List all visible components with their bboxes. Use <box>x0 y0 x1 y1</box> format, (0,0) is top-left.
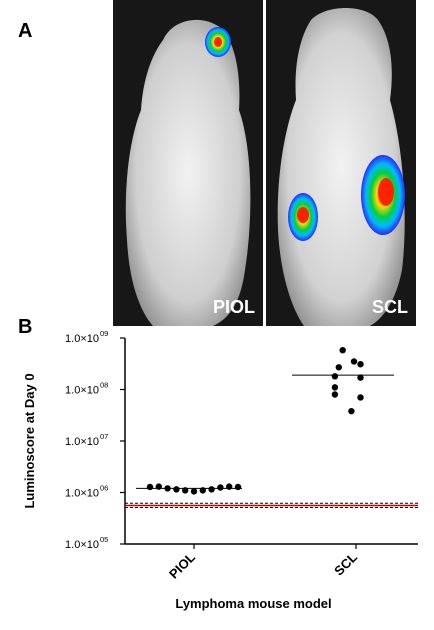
data-point <box>217 484 224 491</box>
data-point <box>190 488 198 495</box>
y-tick-exponent: 06 <box>100 484 108 493</box>
piol-label: PIOL <box>212 297 255 317</box>
data-point <box>173 486 180 493</box>
data-point <box>331 384 339 391</box>
data-point <box>357 374 364 381</box>
y-tick-label: 1.0×10 <box>65 333 99 345</box>
mouse-bioluminescence-flank-icon <box>277 8 405 326</box>
y-tick-exponent: 09 <box>100 329 108 338</box>
y-tick-label: 1.0×10 <box>65 488 99 500</box>
data-point <box>234 483 242 491</box>
y-tick-exponent: 07 <box>100 432 108 441</box>
data-point <box>350 358 358 365</box>
mouse-bioluminescence-eye-icon <box>125 19 251 326</box>
piol-mouse-image: PIOL <box>113 0 263 326</box>
data-point <box>357 394 364 401</box>
x-tick-label: SCL <box>331 549 360 578</box>
chart-plot-area: 1.0×10 051.0×10 061.0×10 071.0×10 081.0×10 09… <box>22 329 418 611</box>
data-point <box>331 391 339 398</box>
data-point <box>331 373 339 380</box>
panel-letter-a: A <box>18 20 33 42</box>
y-tick-exponent: 08 <box>100 381 108 390</box>
x-tick-label: PIOL <box>166 549 198 581</box>
scl-label: SCL <box>372 297 408 317</box>
y-tick-label: 1.0×10 <box>65 385 99 397</box>
x-axis-label: Lymphoma mouse model <box>175 596 331 611</box>
data-point <box>357 360 364 368</box>
y-tick-exponent: 05 <box>100 535 108 544</box>
y-axis-label: Luminoscore at Day 0 <box>22 373 37 508</box>
y-tick-label: 1.0×10 <box>65 539 99 551</box>
data-point <box>208 486 215 493</box>
data-point <box>339 346 346 354</box>
scl-mouse-image: SCL <box>266 0 416 326</box>
data-point <box>348 407 355 415</box>
panel-letter-b: B <box>18 316 33 338</box>
data-point <box>146 483 154 491</box>
y-tick-label: 1.0×10 <box>65 436 99 448</box>
data-point <box>335 364 342 371</box>
